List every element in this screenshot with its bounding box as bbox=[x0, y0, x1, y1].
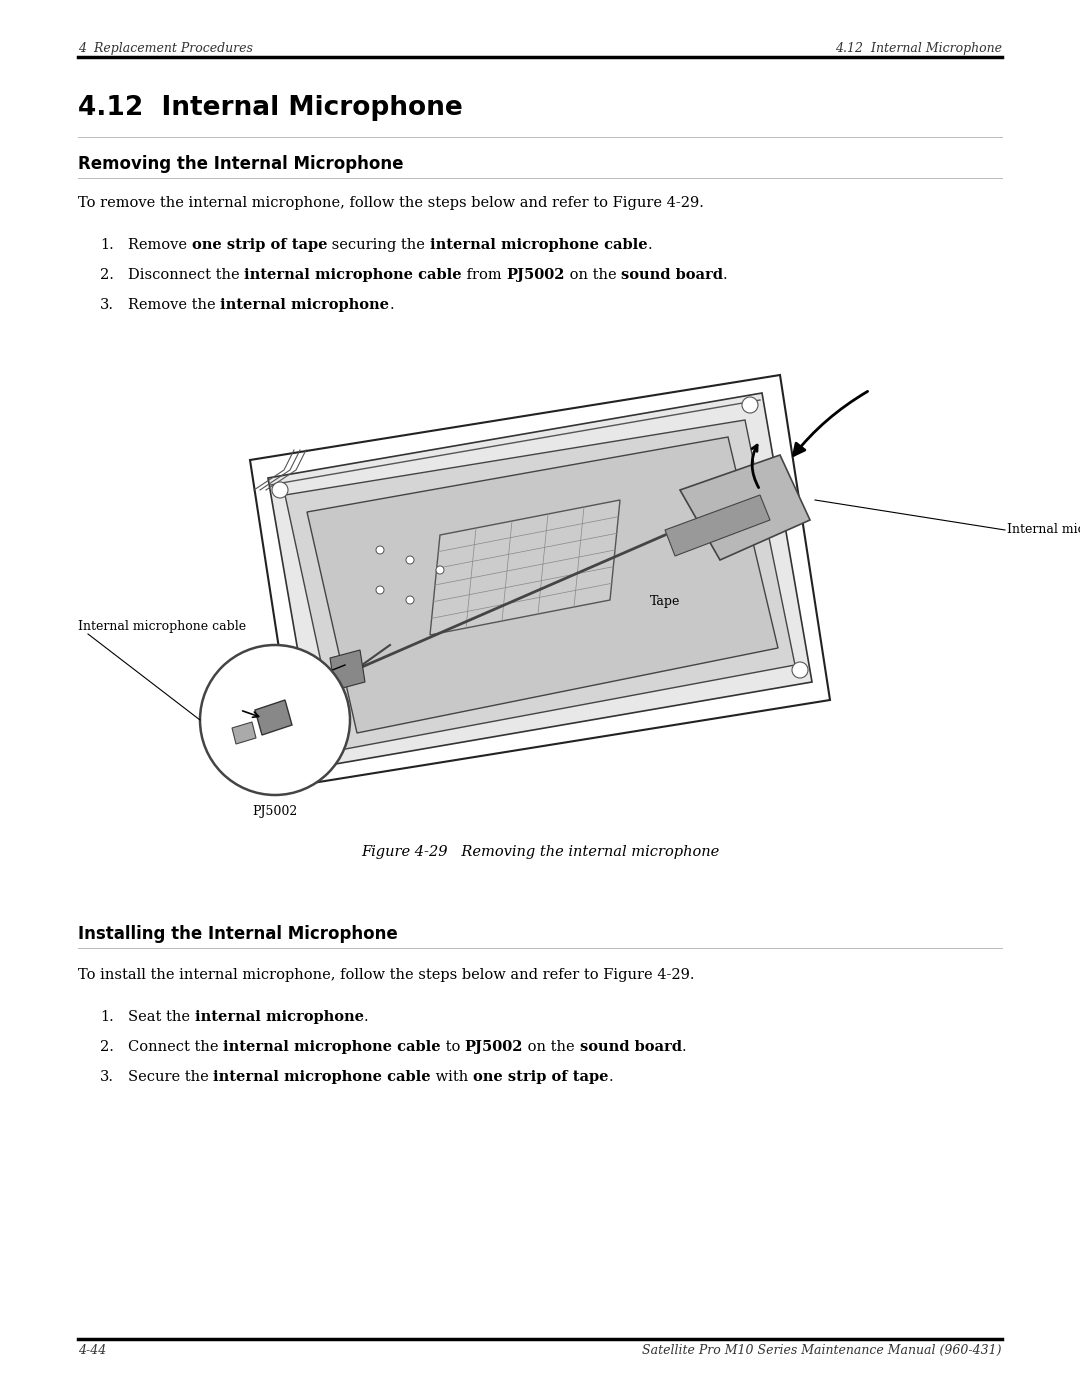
Text: Internal microphone cable: Internal microphone cable bbox=[78, 620, 246, 633]
Text: Disconnect the: Disconnect the bbox=[129, 268, 244, 282]
Text: internal microphone cable: internal microphone cable bbox=[430, 237, 647, 251]
Text: 4-44: 4-44 bbox=[78, 1344, 106, 1356]
Polygon shape bbox=[330, 650, 365, 690]
Polygon shape bbox=[232, 722, 256, 745]
Text: on the: on the bbox=[523, 1039, 580, 1053]
Text: Installing the Internal Microphone: Installing the Internal Microphone bbox=[78, 925, 397, 943]
Text: .: . bbox=[681, 1039, 686, 1053]
Text: 4  Replacement Procedures: 4 Replacement Procedures bbox=[78, 42, 253, 54]
Circle shape bbox=[436, 566, 444, 574]
Text: Internal microphone: Internal microphone bbox=[1007, 524, 1080, 536]
Polygon shape bbox=[285, 420, 795, 750]
Text: 2.: 2. bbox=[100, 268, 113, 282]
Circle shape bbox=[742, 397, 758, 414]
Text: to: to bbox=[441, 1039, 464, 1053]
Text: one strip of tape: one strip of tape bbox=[191, 237, 327, 251]
Text: Tape: Tape bbox=[650, 595, 680, 608]
Text: sound board: sound board bbox=[580, 1039, 681, 1053]
Text: 3.: 3. bbox=[100, 1070, 114, 1084]
Text: PJ5002: PJ5002 bbox=[464, 1039, 523, 1053]
Polygon shape bbox=[307, 437, 778, 733]
Polygon shape bbox=[430, 500, 620, 636]
Text: Removing the Internal Microphone: Removing the Internal Microphone bbox=[78, 155, 404, 173]
Text: To install the internal microphone, follow the steps below and refer to Figure 4: To install the internal microphone, foll… bbox=[78, 968, 694, 982]
Circle shape bbox=[200, 645, 350, 795]
Text: Seat the: Seat the bbox=[129, 1010, 194, 1024]
Polygon shape bbox=[665, 495, 770, 556]
Text: PJ5002: PJ5002 bbox=[253, 805, 298, 819]
Text: 4.12  Internal Microphone: 4.12 Internal Microphone bbox=[835, 42, 1002, 54]
Text: internal microphone cable: internal microphone cable bbox=[214, 1070, 431, 1084]
Polygon shape bbox=[255, 700, 292, 735]
Text: internal microphone cable: internal microphone cable bbox=[224, 1039, 441, 1053]
Text: 1.: 1. bbox=[100, 1010, 113, 1024]
Text: Remove: Remove bbox=[129, 237, 191, 251]
Text: .: . bbox=[723, 268, 728, 282]
Text: .: . bbox=[389, 298, 394, 312]
Text: Figure 4-29   Removing the internal microphone: Figure 4-29 Removing the internal microp… bbox=[361, 845, 719, 859]
Text: PJ5002: PJ5002 bbox=[507, 268, 565, 282]
Text: Connect the: Connect the bbox=[129, 1039, 224, 1053]
Text: internal microphone: internal microphone bbox=[194, 1010, 364, 1024]
Text: on the: on the bbox=[565, 268, 621, 282]
Text: Satellite Pro M10 Series Maintenance Manual (960-431): Satellite Pro M10 Series Maintenance Man… bbox=[643, 1344, 1002, 1356]
Circle shape bbox=[376, 585, 384, 594]
Circle shape bbox=[272, 482, 288, 497]
Text: Secure the: Secure the bbox=[129, 1070, 214, 1084]
Text: Remove the: Remove the bbox=[129, 298, 220, 312]
Polygon shape bbox=[249, 374, 831, 785]
Text: with: with bbox=[431, 1070, 473, 1084]
Text: one strip of tape: one strip of tape bbox=[473, 1070, 608, 1084]
Circle shape bbox=[322, 747, 338, 763]
Text: .: . bbox=[608, 1070, 613, 1084]
Text: .: . bbox=[364, 1010, 368, 1024]
Circle shape bbox=[406, 597, 414, 604]
Text: 1.: 1. bbox=[100, 237, 113, 251]
Text: To remove the internal microphone, follow the steps below and refer to Figure 4-: To remove the internal microphone, follo… bbox=[78, 196, 704, 210]
Text: sound board: sound board bbox=[621, 268, 723, 282]
Text: 4.12  Internal Microphone: 4.12 Internal Microphone bbox=[78, 95, 462, 122]
Circle shape bbox=[792, 662, 808, 678]
Text: internal microphone cable: internal microphone cable bbox=[244, 268, 462, 282]
Circle shape bbox=[376, 546, 384, 555]
Polygon shape bbox=[268, 393, 812, 767]
Polygon shape bbox=[680, 455, 810, 560]
Text: 3.: 3. bbox=[100, 298, 114, 312]
Text: from: from bbox=[462, 268, 507, 282]
Circle shape bbox=[406, 556, 414, 564]
Text: .: . bbox=[647, 237, 652, 251]
Text: securing the: securing the bbox=[327, 237, 430, 251]
Text: internal microphone: internal microphone bbox=[220, 298, 389, 312]
Text: 2.: 2. bbox=[100, 1039, 113, 1053]
